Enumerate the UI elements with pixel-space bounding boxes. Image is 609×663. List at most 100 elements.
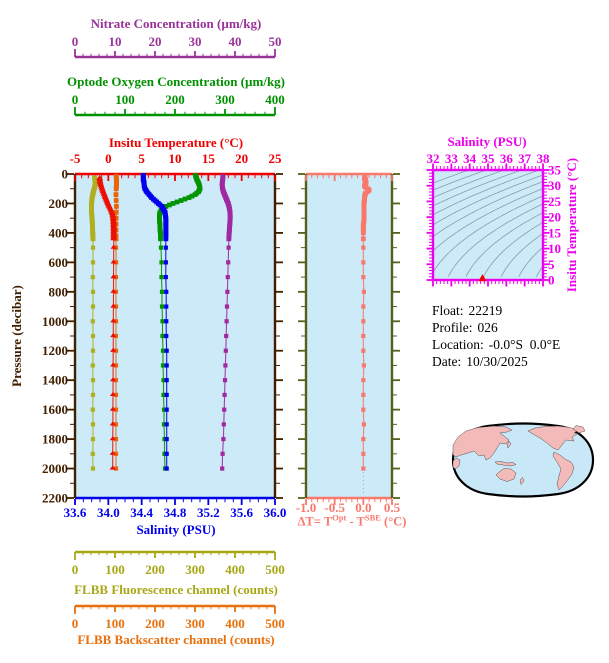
fluorescence-tick-label: 200 <box>145 562 165 577</box>
salinity-tick-label: 35.2 <box>197 505 220 520</box>
-t-marker <box>361 319 366 324</box>
ts-panel-background <box>433 170 543 280</box>
float-info-line: Location: -0.0°S 0.0°E <box>432 336 560 353</box>
nitrate-concentration-marker <box>221 436 226 442</box>
optode-oxygen-concentration-marker <box>159 304 165 309</box>
isopycnal-contour <box>433 170 506 199</box>
salinity-marker <box>164 319 169 324</box>
oxygen-tick-label: 300 <box>215 92 235 107</box>
temperature-marker <box>109 435 116 441</box>
isopycnal-contour <box>433 195 543 273</box>
float-info-line: Date: 10/30/2025 <box>432 353 560 370</box>
flbb-fluorescence-channel-marker <box>90 451 95 456</box>
isopycnal-contour <box>433 170 470 184</box>
flbb-fluorescence-channel-marker <box>90 304 96 309</box>
nitrate-concentration-marker <box>222 378 228 383</box>
delta-t-tick-label: 0.5 <box>384 500 401 515</box>
profile-value: 026 <box>477 320 498 335</box>
delta-t-axis-label: ΔT= TOpt - TSBE (°C) <box>298 512 407 529</box>
-t-marker <box>360 236 366 242</box>
optode-oxygen-concentration-marker <box>159 274 164 280</box>
delta-t-tick-label: 0.0 <box>355 500 371 515</box>
flbb-backscatter-channel-marker <box>113 221 119 227</box>
salinity-marker <box>163 245 168 250</box>
-t-marker <box>361 274 366 280</box>
optode-oxygen-concentration-marker <box>161 378 166 383</box>
optode-oxygen-concentration-marker <box>161 422 167 427</box>
backscatter-tick-label: 200 <box>145 616 165 631</box>
salinity-marker <box>164 422 169 427</box>
optode-oxygen-concentration-marker <box>158 236 163 242</box>
-t-marker <box>361 348 366 353</box>
optode-oxygen-concentration-marker <box>159 260 164 265</box>
nitrate-axis-title: Nitrate Concentration (µm/kg) <box>90 16 262 31</box>
temperature-marker <box>110 259 117 264</box>
-t-marker <box>361 407 366 412</box>
flbb-fluorescence-channel-marker <box>90 466 96 471</box>
ts-salinity-tick-label: 37 <box>518 151 532 166</box>
temperature-tick-label: -5 <box>70 151 81 166</box>
flbb-fluorescence-channel-marker <box>90 422 96 427</box>
nitrate-tick-label: 20 <box>149 34 162 49</box>
flbb-backscatter-channel-marker <box>113 466 119 471</box>
isopycnal-contour <box>448 203 543 277</box>
fluorescence-axis-title: FLBB Fluorescence channel (counts) <box>74 582 278 597</box>
temperature-tick-label: 10 <box>169 151 182 166</box>
flbb-fluorescence-channel-marker <box>90 245 96 250</box>
delta-t-panel-background <box>306 174 392 498</box>
temperature-marker <box>109 377 117 382</box>
pressure-tick-label: 1400 <box>42 373 68 388</box>
map-land-indonesia <box>494 461 517 467</box>
temperature-marker <box>109 465 116 470</box>
backscatter-tick-label: 100 <box>105 616 125 631</box>
flbb-fluorescence-channel-marker <box>90 378 96 383</box>
optode-oxygen-concentration-marker <box>189 193 195 199</box>
delta-t-label-mid: - T <box>346 514 365 529</box>
-t-marker <box>361 466 366 471</box>
optode-oxygen-concentration-marker <box>170 201 176 206</box>
optode-oxygen-concentration-marker <box>182 196 188 202</box>
salinity-tick-label: 34.8 <box>164 505 187 520</box>
flbb-backscatter-channel-marker <box>114 204 119 209</box>
float-info-line: Profile: 026 <box>432 319 560 336</box>
fluorescence-tick-label: 300 <box>185 562 205 577</box>
flbb-fluorescence-channel-marker <box>90 319 95 324</box>
float-info: Float: 22219 Profile: 026 Location: -0.0°S … <box>432 302 560 370</box>
oxygen-tick-label: 400 <box>265 92 285 107</box>
nitrate-tick-label: 40 <box>229 34 242 49</box>
float-value: 22219 <box>468 303 503 318</box>
isopycnal-contour <box>500 233 543 277</box>
-t-marker <box>361 378 366 383</box>
nitrate-concentration-marker <box>222 407 227 412</box>
backscatter-axis-title: FLBB Backscatter channel (counts) <box>77 632 275 647</box>
fluorescence-tick-label: 500 <box>265 562 285 577</box>
optode-oxygen-concentration-marker <box>161 407 167 412</box>
flbb-backscatter-channel-marker <box>113 289 119 294</box>
isopycnal-contour <box>433 181 543 237</box>
pressure-tick-label: 1800 <box>42 432 68 447</box>
optode-oxygen-concentration-marker <box>161 392 166 398</box>
optode-oxygen-concentration-marker <box>174 199 180 205</box>
nitrate-concentration-marker <box>220 451 225 456</box>
temperature-marker <box>110 318 117 323</box>
flbb-fluorescence-channel-marker <box>90 407 95 412</box>
pressure-tick-label: 1200 <box>42 343 68 358</box>
nitrate-concentration-marker <box>221 422 226 427</box>
map-land-australia <box>495 468 517 482</box>
nitrate-concentration-marker <box>224 333 229 339</box>
salinity-marker <box>164 304 169 309</box>
ts-salinity-tick-label: 38 <box>537 151 551 166</box>
nitrate-concentration-marker <box>220 466 225 471</box>
pressure-axis-title: Pressure (decibar) <box>9 285 24 387</box>
ts-temperature-tick-label: 5 <box>548 257 555 272</box>
ts-panel-frame <box>431 168 545 282</box>
profile-label: Profile: <box>432 320 473 335</box>
-t-marker <box>361 392 366 398</box>
flbb-backscatter-channel-marker <box>114 260 119 265</box>
temperature-marker <box>110 347 117 352</box>
profile-panel-background <box>75 174 275 498</box>
nitrate-concentration-marker <box>226 236 232 242</box>
flbb-backscatter-channel-marker <box>113 215 119 221</box>
salinity-marker <box>164 363 169 368</box>
-t-marker <box>360 230 366 236</box>
